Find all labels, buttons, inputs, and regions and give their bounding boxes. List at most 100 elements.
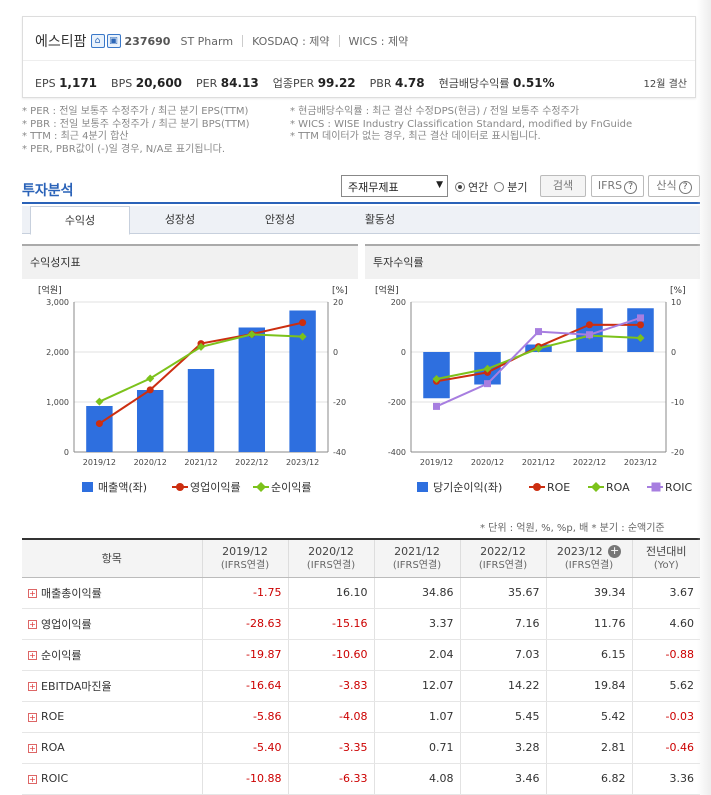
point	[483, 364, 492, 373]
category-label: 2023/12	[286, 458, 319, 467]
table-cell: 5.45	[460, 701, 547, 733]
table-cell: 16.10	[288, 577, 375, 609]
row-label-text: ROA	[41, 741, 65, 754]
legend-swatch	[176, 483, 184, 491]
row-label-text: EBITDA마진율	[41, 679, 112, 693]
header-col: 2023/12 + (IFRS연결)	[546, 538, 633, 578]
analysis-tabs: 수익성 성장성 안정성 활동성	[22, 206, 700, 235]
expand-plus-icon[interactable]: +	[28, 682, 37, 691]
row-label[interactable]: + ROE	[22, 701, 203, 733]
tick-label-left: 1,000	[46, 398, 69, 407]
header-col: 2019/12 (IFRS연결)	[202, 538, 289, 578]
point	[484, 380, 491, 388]
row-label[interactable]: + ROIC	[22, 763, 203, 795]
point	[298, 332, 307, 341]
home-icon[interactable]: ⌂	[90, 34, 105, 48]
category-label: 2019/12	[420, 458, 453, 467]
radio-annual-label: 연간	[468, 181, 489, 194]
table-cell: 4.60	[632, 608, 700, 640]
tick-label-left: 0	[64, 448, 69, 457]
table-cell: -3.83	[288, 670, 375, 702]
tab-activity[interactable]: 활동성	[364, 213, 396, 226]
chevron-down-icon: ▼	[436, 180, 443, 190]
metric-eps: EPS 1,171	[35, 76, 98, 90]
point	[433, 402, 440, 410]
expand-plus-icon[interactable]: +	[608, 544, 622, 558]
metric-pbr: PBR 4.78	[369, 76, 425, 90]
unit-note: * 단위 : 억원, %, %p, 배 * 분기 : 순액기준	[480, 523, 665, 534]
header-col: 2021/12 (IFRS연결)	[374, 538, 461, 578]
chart-title: 수익성지표	[22, 244, 358, 279]
row-label[interactable]: + ROA	[22, 732, 203, 764]
table-cell: 3.28	[460, 732, 547, 764]
radio-quarter[interactable]	[494, 182, 505, 192]
table-cell: 14.22	[460, 670, 547, 702]
wics-info: WICS : 제약	[348, 35, 409, 48]
company-info-row: 에스티팜 ⌂ ▣ 237690 ST Pharm KOSDAQ : 제약 WIC…	[35, 31, 408, 51]
tick-label-left: 3,000	[46, 298, 69, 307]
help-icon: ?	[624, 181, 638, 194]
expand-plus-icon[interactable]: +	[28, 589, 37, 598]
row-label[interactable]: + 영업이익률	[22, 608, 203, 640]
table-cell: 7.16	[460, 608, 547, 640]
table-cell: 39.34	[546, 577, 633, 609]
tab-growth[interactable]: 성장성	[164, 213, 196, 226]
table-cell: -10.60	[288, 639, 375, 671]
row-label[interactable]: + EBITDA마진율	[22, 670, 203, 702]
bar	[289, 310, 316, 452]
tab-stability[interactable]: 안정성	[264, 213, 296, 226]
statement-select[interactable]: 주재무제표 ▼	[341, 175, 448, 197]
tick-label-left: -200	[388, 398, 406, 407]
search-button[interactable]: 검색	[540, 175, 586, 197]
table-cell: 5.62	[632, 670, 700, 702]
table-row: + 순이익률 -19.87 -10.60 2.04 7.03 6.15 -0.88	[22, 639, 700, 671]
expand-plus-icon[interactable]: +	[28, 774, 37, 784]
english-name: ST Pharm	[180, 34, 234, 48]
table-cell: 3.67	[632, 577, 700, 609]
expand-plus-icon[interactable]: +	[28, 712, 37, 722]
tick-label-right: -20	[333, 398, 346, 407]
legend-label: 매출액(좌)	[98, 481, 147, 494]
metric-bps: BPS 20,600	[111, 76, 183, 90]
expand-plus-icon[interactable]: +	[28, 620, 37, 629]
tick-label-right: -20	[671, 448, 684, 457]
table-cell: -4.08	[288, 701, 375, 733]
tab-profitability[interactable]: 수익성	[30, 206, 130, 235]
row-label[interactable]: + 순이익률	[22, 639, 203, 671]
header-col: 2020/12 (IFRS연결)	[288, 538, 375, 578]
divider	[242, 35, 244, 47]
company-name: 에스티팜	[35, 34, 87, 50]
table-cell: 0.71	[374, 732, 461, 764]
table-cell: -3.35	[288, 732, 375, 764]
profitability-chart-panel: 수익성지표 [억원] [%] 3,000 20 2,000 0 1,000 -20 0 -40 20…	[22, 244, 358, 508]
table-cell: 34.86	[374, 577, 461, 609]
tick-label-right: -10	[671, 398, 684, 407]
axis-label-right: [%]	[332, 286, 348, 296]
legend-swatch	[591, 482, 601, 492]
help-icon: ?	[678, 181, 692, 194]
ifrs-button[interactable]: IFRS?	[591, 175, 644, 197]
table-row: + 영업이익률 -28.63 -15.16 3.37 7.16 11.76 4.60	[22, 608, 700, 640]
table-row: + ROA -5.40 -3.35 0.71 3.28 2.81 -0.46	[22, 732, 700, 764]
legend-label: 영업이익률	[190, 481, 241, 494]
note-line: * TTM : 최근 4분기 합산	[22, 131, 129, 142]
building-icon[interactable]: ▣	[106, 34, 121, 48]
table-cell: -10.88	[202, 763, 289, 795]
point	[146, 386, 154, 394]
table-cell: -0.03	[632, 701, 700, 733]
table-cell: 3.37	[374, 608, 461, 640]
legend-swatch	[417, 482, 428, 492]
row-label-text: 순이익률	[41, 648, 82, 662]
expand-plus-icon[interactable]: +	[28, 651, 37, 660]
note-line: * 현금배당수익률 : 최근 결산 수정DPS(현금) / 전일 보통주 수정주…	[290, 106, 580, 117]
row-label[interactable]: + 매출총이익률	[22, 577, 203, 609]
legend-label: ROIC	[665, 481, 693, 494]
table-cell: 6.15	[546, 639, 633, 671]
formula-button[interactable]: 산식?	[648, 175, 700, 197]
table-row: + ROE -5.86 -4.08 1.07 5.45 5.42 -0.03	[22, 701, 700, 733]
table-cell: 11.76	[546, 608, 633, 640]
expand-plus-icon[interactable]: +	[28, 743, 37, 753]
radio-annual[interactable]	[455, 182, 465, 192]
tick-label-right: 0	[333, 348, 338, 357]
